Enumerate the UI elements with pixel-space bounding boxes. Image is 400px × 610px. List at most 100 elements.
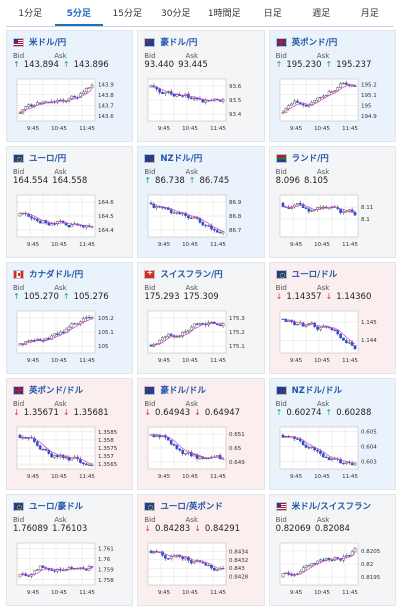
x-tick-label: 11:45 — [342, 474, 358, 480]
currency-card[interactable]: ランド/円 Bid Ask 8.096 8.105 8.11 8.1 9:45 10:45 11:… — [268, 146, 396, 258]
y-tick-label: 164.5 — [98, 214, 114, 220]
price-row: ↓ 1.14357 ↓ 1.14360 — [276, 292, 393, 302]
candle-body — [190, 97, 193, 100]
tab-30min[interactable]: 30分足 — [161, 9, 191, 19]
mini-chart[interactable]: 195.2 195.1 195 194.9 9:45 10:45 11:45 — [278, 77, 386, 133]
currency-card[interactable]: カナダドル/円 Bid Ask ↑ 105.270 ↑ 105.276 105.2 105.1 1… — [6, 262, 134, 374]
mini-chart[interactable]: 105.2 105.1 105 9:45 10:45 11:45 — [15, 309, 123, 365]
x-tick-label: 9:45 — [27, 242, 40, 248]
candle-body — [59, 220, 62, 222]
candle-body — [307, 105, 310, 107]
tab-1min[interactable]: 1分足 — [18, 9, 43, 19]
pair-name[interactable]: 米ドル/スイスフラン — [291, 502, 372, 512]
mini-chart[interactable]: 86.9 86.8 86.7 9:45 10:45 11:45 — [146, 193, 254, 249]
x-tick-label: 10:45 — [314, 590, 330, 596]
candle-body — [315, 560, 319, 564]
mini-chart[interactable]: 175.3 175.2 175.1 9:45 10:45 11:45 — [146, 309, 254, 365]
pair-name[interactable]: ユーロ/ドル — [291, 270, 338, 280]
arrow-up-icon: ↑ — [144, 176, 152, 185]
mini-chart[interactable]: 1.3585 1.358 1.3575 1.357 1.3565 9:45 10:45 11:… — [15, 425, 123, 481]
candle-body — [315, 97, 319, 101]
pair-name[interactable]: 米ドル/円 — [29, 38, 67, 48]
x-tick-label: 11:45 — [79, 242, 95, 248]
pair-name[interactable]: カナダドル/円 — [29, 270, 84, 280]
bid-ask-labels: Bid Ask — [13, 516, 67, 524]
candle-body — [318, 327, 322, 330]
candle-body — [76, 323, 79, 325]
currency-card[interactable]: NZドル/ドル Bid Ask ↑ 0.60274 ↑ 0.60288 0.605 0.604 0… — [268, 378, 396, 490]
currency-card[interactable]: 豪ドル/円 Bid Ask 93.440 93.445 93.6 93.5 93.4 9:45 1… — [137, 30, 265, 142]
candle-body — [90, 316, 94, 319]
card-header: ランド/円 — [275, 151, 391, 165]
mini-chart[interactable]: 164.6 164.5 164.4 9:45 10:45 11:45 — [15, 193, 123, 249]
x-tick-label: 10:45 — [182, 126, 198, 132]
mini-chart[interactable]: 0.605 0.604 0.603 9:45 10:45 11:45 — [278, 425, 386, 481]
x-tick-label: 9:45 — [289, 474, 302, 480]
pair-name[interactable]: ランド/円 — [291, 154, 329, 164]
pair-name[interactable]: ユーロ/英ポンド — [160, 502, 223, 512]
pair-name[interactable]: スイスフラン/円 — [160, 270, 223, 280]
mini-chart[interactable]: 143.9 143.8 143.7 143.6 9:45 10:45 11:45 — [15, 77, 123, 133]
tab-15min[interactable]: 15分足 — [112, 9, 142, 19]
mini-chart[interactable]: 0.8434 0.8432 0.843 0.8428 9:45 10:45 11:45 — [146, 541, 254, 597]
candle-body — [307, 447, 310, 449]
tab-1hour[interactable]: 1時間足 — [207, 9, 241, 19]
currency-card[interactable]: 英ポンド/円 Bid Ask ↑ 195.230 ↑ 195.237 195.2 195.1 19… — [268, 30, 396, 142]
bid-label: Bid — [275, 284, 287, 292]
candle-body — [330, 91, 333, 93]
pair-name[interactable]: NZドル/ドル — [291, 386, 343, 396]
y-tick-label: 86.9 — [229, 200, 242, 206]
pair-name[interactable]: NZドル/円 — [160, 154, 203, 164]
currency-card[interactable]: 米ドル/スイスフラン Bid Ask 0.82069 0.82084 0.8205 0.82… — [268, 494, 396, 606]
candle-body — [321, 453, 325, 458]
candle-body — [184, 331, 188, 333]
candle-body — [292, 321, 296, 326]
pair-name[interactable]: ユーロ/豪ドル — [29, 502, 84, 512]
candle-body — [301, 440, 305, 446]
ask-price: 1.35681 — [73, 408, 109, 418]
currency-card[interactable]: ユーロ/ドル Bid Ask ↓ 1.14357 ↓ 1.14360 1.145 1.144 9:… — [268, 262, 396, 374]
mini-chart[interactable]: 1.145 1.144 9:45 10:45 11:45 — [278, 309, 386, 365]
currency-card[interactable]: ユーロ/英ポンド Bid Ask ↓ 0.84283 ↓ 0.84291 0.8434 0.84… — [137, 494, 265, 606]
candle-body — [204, 100, 208, 103]
currency-card[interactable]: 英ポンド/ドル Bid Ask ↓ 1.35671 ↓ 1.35681 1.3585 1.358… — [6, 378, 134, 490]
candle-body — [47, 450, 51, 454]
pair-name[interactable]: 豪ドル/円 — [160, 38, 198, 48]
pair-name[interactable]: ユーロ/円 — [29, 154, 67, 164]
mini-chart[interactable]: 1.761 1.76 1.759 1.758 9:45 10:45 11:45 — [15, 541, 123, 597]
mini-chart[interactable]: 8.11 8.1 9:45 10:45 11:45 — [278, 193, 386, 249]
ask-price: 86.745 — [199, 176, 230, 186]
candle-body — [184, 556, 188, 560]
x-tick-label: 10:45 — [51, 126, 67, 132]
candle-body — [164, 336, 168, 338]
pair-name[interactable]: 英ポンド/円 — [291, 38, 338, 48]
price-row: ↑ 0.60274 ↑ 0.60288 — [276, 408, 393, 418]
arrow-down-icon: ↓ — [62, 408, 70, 417]
mini-chart[interactable]: 93.6 93.5 93.4 9:45 10:45 11:45 — [146, 77, 254, 133]
tab-daily[interactable]: 日足 — [263, 9, 282, 19]
y-tick-label: 93.4 — [229, 112, 242, 118]
arrow-up-icon: ↑ — [325, 408, 333, 417]
bid-label: Bid — [13, 168, 25, 176]
currency-card[interactable]: ユーロ/円 Bid Ask 164.554 164.558 164.6 164.5 164.4… — [6, 146, 134, 258]
candle-body — [201, 222, 205, 226]
x-tick-label: 11:45 — [342, 590, 358, 596]
flag-icon — [275, 153, 287, 163]
candle-body — [310, 563, 313, 566]
candle-body — [59, 331, 62, 335]
tab-5min[interactable]: 5分足 — [54, 2, 103, 26]
tab-weekly[interactable]: 週足 — [312, 9, 331, 19]
currency-card[interactable]: NZドル/円 Bid Ask ↑ 86.738 ↑ 86.745 86.9 86.8 86.7 9:… — [137, 146, 265, 258]
currency-card[interactable]: 豪ドル/ドル Bid Ask ↓ 0.64943 ↓ 0.64947 0.651 0.65 0.6… — [137, 378, 265, 490]
candle-body — [175, 445, 179, 450]
mini-chart[interactable]: 0.8205 0.82 0.8195 9:45 10:45 11:45 — [278, 541, 386, 597]
pair-name[interactable]: 豪ドル/ドル — [160, 386, 206, 396]
candle-body — [318, 451, 322, 454]
tab-monthly[interactable]: 月足 — [360, 9, 379, 19]
candle-body — [338, 459, 342, 464]
currency-card[interactable]: ユーロ/豪ドル Bid Ask 1.76089 1.76103 1.761 1.76 1.75… — [6, 494, 134, 606]
pair-name[interactable]: 英ポンド/ドル — [29, 386, 84, 396]
mini-chart[interactable]: 0.651 0.65 0.649 9:45 10:45 11:45 — [146, 425, 254, 481]
currency-card[interactable]: スイスフラン/円BidAsk175.293175.309175.3175.217… — [137, 262, 265, 374]
currency-card[interactable]: 米ドル/円 Bid Ask ↑ 143.894 ↑ 143.896 143.9 143.8 143… — [6, 30, 134, 142]
